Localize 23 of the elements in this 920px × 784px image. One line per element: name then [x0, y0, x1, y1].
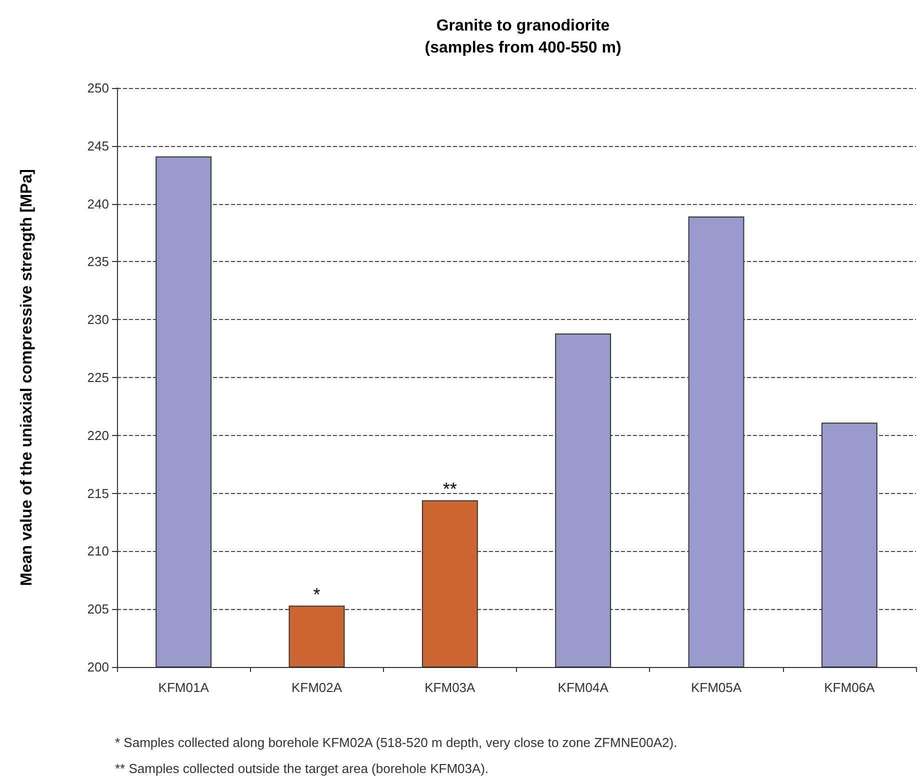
y-axis-title: Mean value of the uniaxial compressive strength [MPa]	[18, 169, 36, 586]
y-tick-label: 245	[87, 138, 109, 154]
annotation: *	[313, 584, 320, 605]
y-tick-label: 225	[87, 370, 109, 385]
x-tick-label: KFM06A	[824, 680, 876, 695]
y-tick-label: 220	[87, 428, 109, 443]
chart-title: Granite to granodiorite (samples from 400-550 m)	[424, 18, 622, 56]
y-tick-label: 235	[87, 254, 109, 270]
y-tick-label: 205	[87, 602, 109, 617]
y-tick-label: 230	[87, 312, 109, 328]
y-tick-label: 200	[87, 660, 109, 674]
x-tick-label: KFM01A	[158, 680, 210, 695]
y-tick-label: 240	[87, 196, 109, 212]
text: ** Samples collected outside the target area (borehole KFM03A).	[115, 761, 489, 776]
x-tick-label: KFM03A	[424, 680, 476, 695]
x-tick-label: KFM02A	[291, 680, 342, 695]
text: * Samples collected along borehole KFM02A (518-520 m depth, very close to zone ZFMNE00A2).	[115, 735, 678, 750]
annotation: **	[442, 479, 457, 500]
x-tick-label: KFM05A	[690, 680, 742, 695]
y-tick-label: 210	[87, 544, 109, 559]
y-tick-label: 250	[87, 80, 109, 96]
x-tick-label: KFM04A	[558, 680, 609, 695]
y-tick-label: 215	[87, 486, 109, 501]
